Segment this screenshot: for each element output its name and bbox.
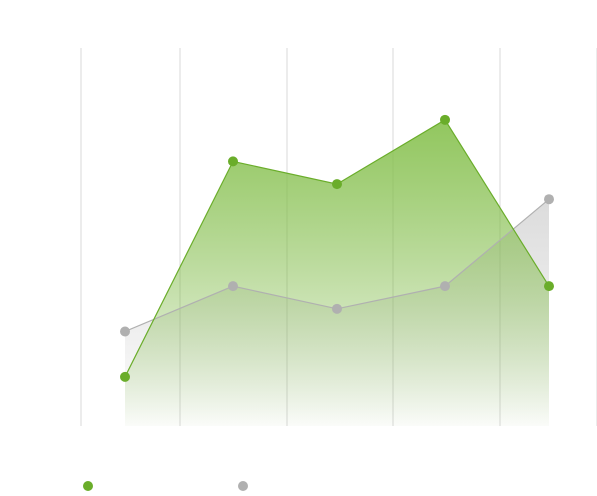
series-1-point-4[interactable] bbox=[544, 194, 554, 205]
legend bbox=[83, 481, 248, 491]
series-0-point-4[interactable] bbox=[544, 281, 554, 292]
legend-marker-0[interactable] bbox=[83, 481, 93, 491]
series-1-point-1[interactable] bbox=[228, 281, 238, 292]
series-0-point-1[interactable] bbox=[228, 156, 238, 167]
series-0-point-2[interactable] bbox=[332, 179, 342, 190]
series-1-point-0[interactable] bbox=[120, 326, 130, 337]
series-0-point-0[interactable] bbox=[120, 371, 130, 382]
series-1-point-3[interactable] bbox=[440, 281, 450, 292]
series-0-point-3[interactable] bbox=[440, 114, 450, 125]
series-points bbox=[120, 114, 554, 382]
series-0-area bbox=[125, 119, 549, 426]
series-1-point-2[interactable] bbox=[332, 303, 342, 314]
legend-marker-1[interactable] bbox=[238, 481, 248, 491]
series-areas bbox=[125, 119, 549, 426]
